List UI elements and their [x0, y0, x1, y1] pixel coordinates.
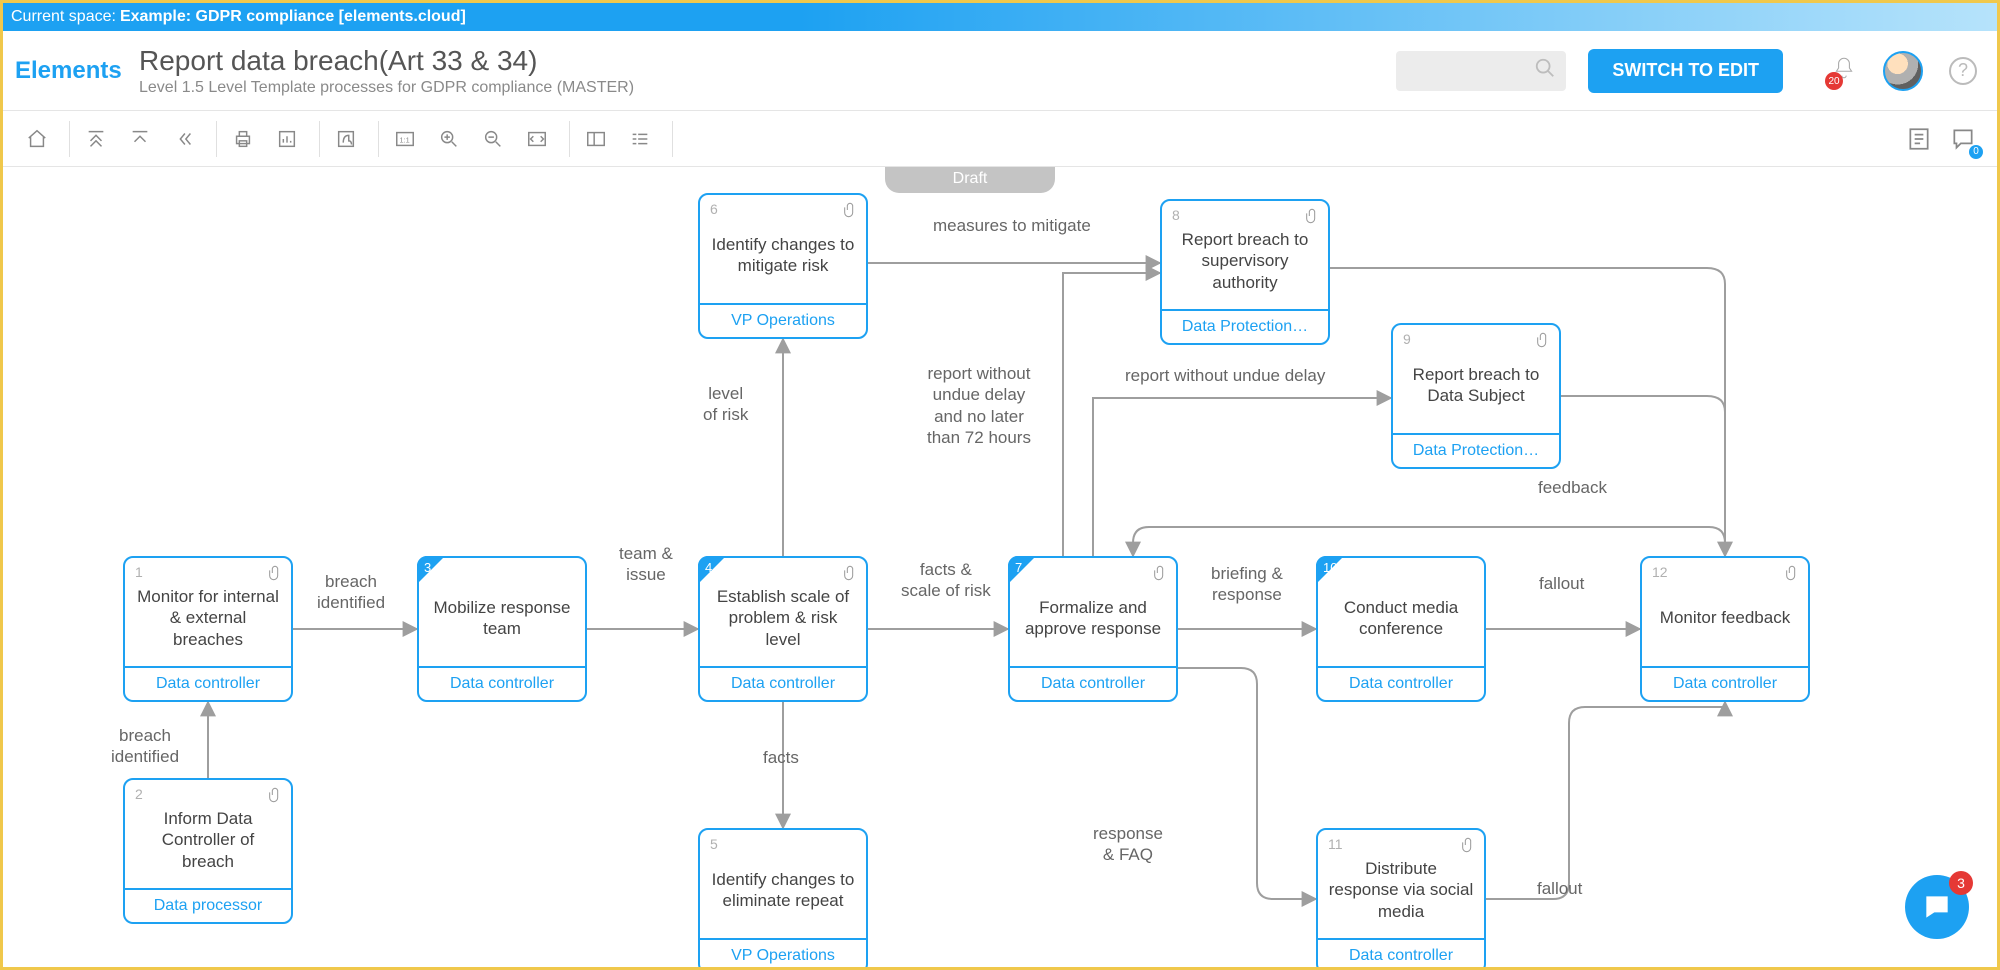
node-number: 6	[710, 201, 718, 217]
node-role: Data controller	[1010, 666, 1176, 700]
process-node-11[interactable]: 11Distribute response via social mediaDa…	[1316, 828, 1486, 967]
process-node-5[interactable]: 5Identify changes to eliminate repeatVP …	[698, 828, 868, 967]
node-number: 5	[710, 836, 718, 852]
node-label: Identify changes to eliminate repeat	[700, 830, 866, 938]
header: Elements Report data breach(Art 33 & 34)…	[3, 31, 1997, 111]
node-role: Data controller	[1318, 938, 1484, 967]
attachment-icon[interactable]	[1304, 207, 1320, 230]
edge-label: measures to mitigate	[933, 215, 1091, 236]
edge-label: feedback	[1538, 477, 1607, 498]
node-number: 9	[1403, 331, 1411, 347]
page-title: Report data breach(Art 33 & 34)	[139, 45, 1396, 77]
panel-toggle-button[interactable]	[578, 121, 614, 157]
edge-label: facts	[763, 747, 799, 768]
node-role: Data controller	[1642, 666, 1808, 700]
process-node-7[interactable]: 7Formalize and approve responseData cont…	[1008, 556, 1178, 702]
attachment-icon[interactable]	[267, 564, 283, 587]
node-role: Data controller	[419, 666, 585, 700]
comments-count: 0	[1969, 145, 1983, 159]
title-block: Report data breach(Art 33 & 34) Level 1.…	[127, 45, 1396, 97]
chat-count: 3	[1949, 871, 1973, 895]
notifications-count: 20	[1825, 72, 1843, 90]
edge-label: fallout	[1537, 878, 1582, 899]
zoom-out-button[interactable]	[475, 121, 511, 157]
process-node-4[interactable]: 4Establish scale of problem & risk level…	[698, 556, 868, 702]
node-role: Data Protection…	[1162, 309, 1328, 343]
process-node-8[interactable]: 8Report breach to supervisory authorityD…	[1160, 199, 1330, 345]
process-node-3[interactable]: 3Mobilize response teamData controller	[417, 556, 587, 702]
page-subtitle: Level 1.5 Level Template processes for G…	[139, 79, 1396, 97]
chat-bubble[interactable]: 3	[1905, 875, 1969, 939]
search-icon	[1534, 57, 1556, 84]
process-node-1[interactable]: 1Monitor for internal & external breache…	[123, 556, 293, 702]
node-number: 12	[1652, 564, 1668, 580]
edge-label: facts & scale of risk	[901, 559, 991, 602]
node-label: Conduct media conference	[1318, 558, 1484, 666]
attachment-icon[interactable]	[1784, 564, 1800, 587]
header-icons: 20 ?	[1831, 51, 1977, 91]
nav-up-button[interactable]	[122, 121, 158, 157]
zoom-in-button[interactable]	[431, 121, 467, 157]
home-button[interactable]	[19, 121, 55, 157]
notifications-bell[interactable]: 20	[1831, 55, 1857, 86]
process-node-10[interactable]: 10Conduct media conferenceData controlle…	[1316, 556, 1486, 702]
space-bar-prefix: Current space:	[11, 3, 116, 31]
attachment-icon[interactable]	[1460, 836, 1476, 859]
node-number: 10	[1323, 560, 1337, 575]
help-button[interactable]: ?	[1949, 57, 1977, 85]
zoom-11-button[interactable]: 1:1	[387, 121, 423, 157]
process-node-6[interactable]: 6Identify changes to mitigate riskVP Ope…	[698, 193, 868, 339]
node-role: Data Protection…	[1393, 433, 1559, 467]
edge-label: breach identified	[111, 725, 179, 768]
node-number: 2	[135, 786, 143, 802]
edge-label: team & issue	[619, 543, 673, 586]
comments-panel-button[interactable]: 0	[1945, 121, 1981, 157]
node-number: 3	[424, 560, 431, 575]
zoom-fit-button[interactable]	[519, 121, 555, 157]
process-node-12[interactable]: 12Monitor feedbackData controller	[1640, 556, 1810, 702]
switch-to-edit-button[interactable]: SWITCH TO EDIT	[1588, 49, 1783, 93]
nav-top-button[interactable]	[78, 121, 114, 157]
node-number: 8	[1172, 207, 1180, 223]
node-number: 7	[1015, 560, 1022, 575]
process-node-9[interactable]: 9Report breach to Data SubjectData Prote…	[1391, 323, 1561, 469]
report-button[interactable]	[269, 121, 305, 157]
edge-label: level of risk	[703, 383, 748, 426]
node-label: Mobilize response team	[419, 558, 585, 666]
print-button[interactable]	[225, 121, 261, 157]
attachment-icon[interactable]	[1152, 564, 1168, 587]
svg-text:1:1: 1:1	[400, 135, 410, 144]
space-bar: Current space: Example: GDPR compliance …	[3, 3, 1997, 31]
node-role: Data controller	[1318, 666, 1484, 700]
edge-label: breach identified	[317, 571, 385, 614]
attachment-icon[interactable]	[842, 201, 858, 224]
quip-button[interactable]	[328, 121, 364, 157]
edge-label: fallout	[1539, 573, 1584, 594]
attachment-icon[interactable]	[267, 786, 283, 809]
list-view-button[interactable]	[622, 121, 658, 157]
node-role: VP Operations	[700, 938, 866, 967]
search-box[interactable]	[1396, 51, 1566, 91]
node-role: Data controller	[700, 666, 866, 700]
avatar[interactable]	[1883, 51, 1923, 91]
diagram-canvas[interactable]: Draft 3 1Monitor for internal & external…	[3, 167, 1997, 967]
node-role: VP Operations	[700, 303, 866, 337]
nav-back-button[interactable]	[166, 121, 202, 157]
notes-panel-button[interactable]	[1901, 121, 1937, 157]
process-node-2[interactable]: 2Inform Data Controller of breachData pr…	[123, 778, 293, 924]
node-number: 11	[1328, 836, 1343, 852]
toolbar: 1:1 0	[3, 111, 1997, 167]
node-number: 1	[135, 564, 143, 580]
edge-label: response & FAQ	[1093, 823, 1163, 866]
node-role: Data controller	[125, 666, 291, 700]
attachment-icon[interactable]	[1535, 331, 1551, 354]
logo[interactable]: Elements	[15, 57, 127, 85]
attachment-icon[interactable]	[842, 564, 858, 587]
node-role: Data processor	[125, 888, 291, 922]
edge-label: report without undue delay	[1125, 365, 1325, 386]
space-bar-name: Example: GDPR compliance [elements.cloud…	[120, 3, 466, 31]
edge-label: briefing & response	[1211, 563, 1283, 606]
node-number: 4	[705, 560, 712, 575]
edge-label: report without undue delay and no later …	[927, 363, 1031, 448]
